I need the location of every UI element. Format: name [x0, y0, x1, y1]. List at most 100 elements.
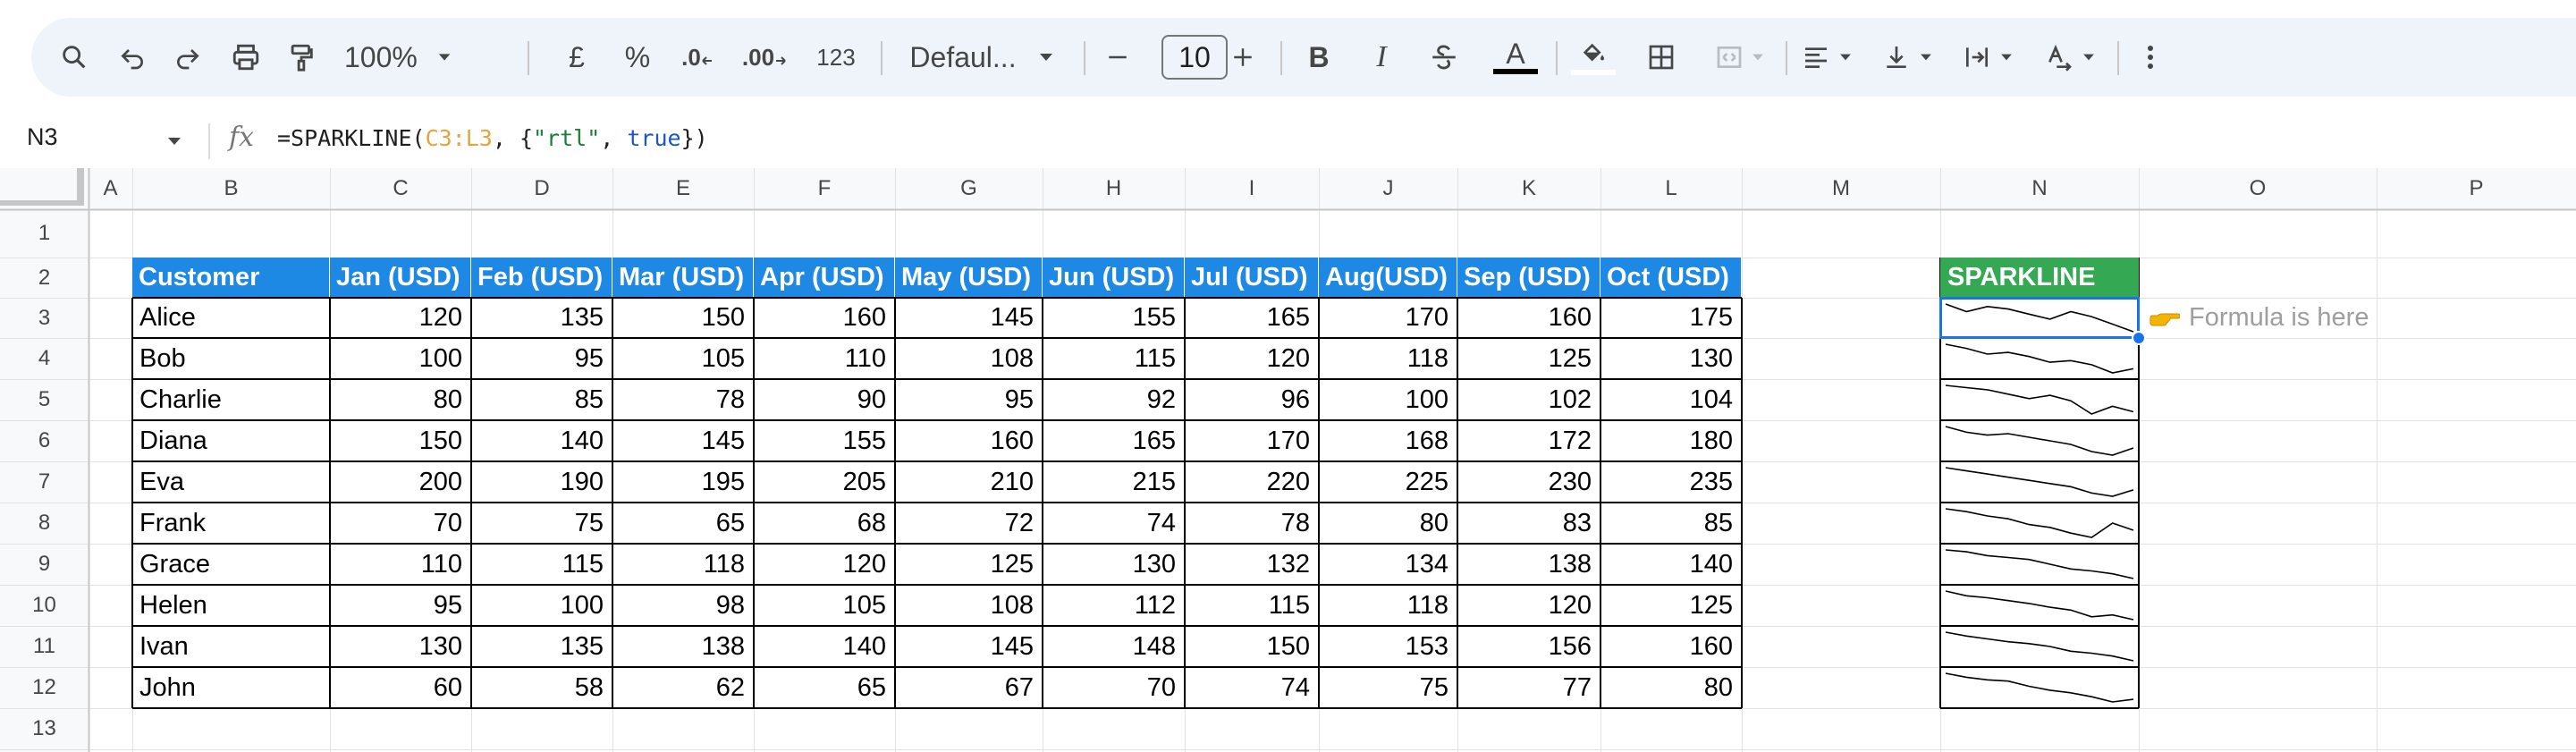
value-cell[interactable]: 140 — [1689, 550, 1733, 579]
table-header-cell[interactable]: Aug(USD) — [1319, 258, 1457, 298]
row-header-2[interactable]: 2 — [38, 266, 51, 290]
text-color-button[interactable]: A — [1484, 18, 1547, 97]
customer-name-cell[interactable]: Bob — [139, 344, 186, 373]
chevron-down-icon[interactable] — [166, 123, 182, 159]
table-header-cell[interactable]: Customer — [132, 258, 330, 298]
column-header-j[interactable]: J — [1382, 176, 1394, 200]
value-cell[interactable]: 170 — [1266, 427, 1310, 455]
value-cell[interactable]: 145 — [701, 427, 745, 455]
value-cell[interactable]: 100 — [560, 591, 604, 620]
merge-cells-icon[interactable] — [1699, 18, 1779, 97]
row-header-11[interactable]: 11 — [33, 634, 55, 658]
value-cell[interactable]: 153 — [1405, 632, 1448, 661]
table-header-cell[interactable]: Jul (USD) — [1185, 258, 1319, 298]
sparkline-charlie[interactable] — [1940, 379, 2139, 420]
print-icon[interactable] — [221, 18, 271, 97]
sparkline-alice[interactable] — [1940, 298, 2139, 338]
row-header-5[interactable]: 5 — [38, 387, 51, 411]
value-cell[interactable]: 175 — [1689, 303, 1733, 332]
value-cell[interactable]: 140 — [842, 632, 886, 661]
value-cell[interactable]: 168 — [1405, 427, 1448, 455]
column-header-p[interactable]: P — [2469, 176, 2484, 200]
row-header-13[interactable]: 13 — [32, 716, 56, 740]
value-cell[interactable]: 195 — [701, 468, 745, 496]
column-header-b[interactable]: B — [224, 176, 239, 200]
sparkline-grace[interactable] — [1940, 544, 2139, 585]
table-header-cell[interactable]: Apr (USD) — [754, 258, 895, 298]
table-header-cell[interactable]: Mar (USD) — [612, 258, 754, 298]
value-cell[interactable]: 130 — [1689, 344, 1733, 373]
value-cell[interactable]: 165 — [1266, 303, 1310, 332]
value-cell[interactable]: 190 — [560, 468, 604, 496]
value-cell[interactable]: 120 — [1548, 591, 1592, 620]
value-cell[interactable]: 180 — [1689, 427, 1733, 455]
value-cell[interactable]: 200 — [418, 468, 462, 496]
column-header-m[interactable]: M — [1832, 176, 1850, 200]
table-header-cell[interactable]: Oct (USD) — [1600, 258, 1742, 298]
customer-name-cell[interactable]: Diana — [139, 427, 207, 455]
value-cell[interactable]: 115 — [1268, 591, 1310, 620]
value-cell[interactable]: 130 — [418, 632, 462, 661]
row-header-7[interactable]: 7 — [38, 469, 51, 494]
customer-name-cell[interactable]: Ivan — [139, 632, 189, 661]
align-left-icon[interactable] — [1791, 18, 1862, 97]
value-cell[interactable]: 105 — [701, 344, 745, 373]
row-header-9[interactable]: 9 — [38, 552, 51, 576]
row-header-10[interactable]: 10 — [32, 593, 56, 617]
value-cell[interactable]: 118 — [1406, 591, 1448, 620]
value-cell[interactable]: 104 — [1689, 385, 1733, 414]
value-cell[interactable]: 115 — [562, 550, 604, 579]
value-cell[interactable]: 100 — [1405, 385, 1448, 414]
value-cell[interactable]: 98 — [715, 591, 745, 620]
column-header-c[interactable]: C — [393, 176, 409, 200]
bold-button[interactable]: B — [1308, 40, 1330, 73]
font-select[interactable]: Defaul... — [888, 18, 1076, 97]
value-cell[interactable]: 92 — [1146, 385, 1176, 414]
value-cell[interactable]: 75 — [1419, 673, 1448, 702]
decrease-decimal-button[interactable]: .0 — [671, 18, 725, 97]
italic-button[interactable]: I — [1376, 40, 1387, 73]
value-cell[interactable]: 150 — [418, 427, 462, 455]
value-cell[interactable]: 95 — [433, 591, 462, 620]
row-header-12[interactable]: 12 — [32, 675, 56, 699]
value-cell[interactable]: 58 — [574, 673, 604, 702]
currency-button[interactable]: £ — [569, 40, 585, 73]
value-cell[interactable]: 112 — [1134, 591, 1176, 620]
value-cell[interactable]: 160 — [842, 303, 886, 332]
decrease-font-size-button[interactable] — [1095, 18, 1140, 97]
table-header-cell[interactable]: Jun (USD) — [1043, 258, 1185, 298]
value-cell[interactable]: 148 — [1132, 632, 1176, 661]
text-rotation-icon[interactable] — [2034, 18, 2106, 97]
column-header-e[interactable]: E — [675, 176, 690, 200]
value-cell[interactable]: 60 — [433, 673, 462, 702]
value-cell[interactable]: 96 — [1280, 385, 1310, 414]
value-cell[interactable]: 155 — [842, 427, 886, 455]
column-header-l[interactable]: L — [1665, 176, 1677, 200]
value-cell[interactable]: 210 — [990, 468, 1034, 496]
value-cell[interactable]: 110 — [844, 344, 886, 373]
column-header-o[interactable]: O — [2249, 176, 2267, 200]
value-cell[interactable]: 70 — [1146, 673, 1176, 702]
value-cell[interactable]: 132 — [1266, 550, 1310, 579]
value-cell[interactable]: 118 — [703, 550, 745, 579]
row-header-8[interactable]: 8 — [38, 511, 51, 535]
value-cell[interactable]: 150 — [701, 303, 745, 332]
value-cell[interactable]: 65 — [857, 673, 886, 702]
value-cell[interactable]: 67 — [1004, 673, 1034, 702]
value-cell[interactable]: 120 — [1266, 344, 1310, 373]
value-cell[interactable]: 220 — [1266, 468, 1310, 496]
value-cell[interactable]: 95 — [574, 344, 604, 373]
value-cell[interactable]: 138 — [1548, 550, 1592, 579]
text-wrap-icon[interactable] — [1952, 18, 2023, 97]
column-header-a[interactable]: A — [103, 176, 118, 200]
name-box[interactable]: N3 — [27, 123, 58, 150]
value-cell[interactable]: 95 — [1004, 385, 1034, 414]
customer-name-cell[interactable]: Charlie — [139, 385, 222, 414]
value-cell[interactable]: 70 — [433, 509, 462, 537]
value-cell[interactable]: 115 — [1134, 344, 1176, 373]
formula-input[interactable]: =SPARKLINE(C3:L3, {"rtl", true}) — [277, 125, 708, 151]
value-cell[interactable]: 62 — [715, 673, 745, 702]
column-header-i[interactable]: I — [1248, 176, 1255, 200]
value-cell[interactable]: 172 — [1548, 427, 1592, 455]
value-cell[interactable]: 78 — [715, 385, 745, 414]
